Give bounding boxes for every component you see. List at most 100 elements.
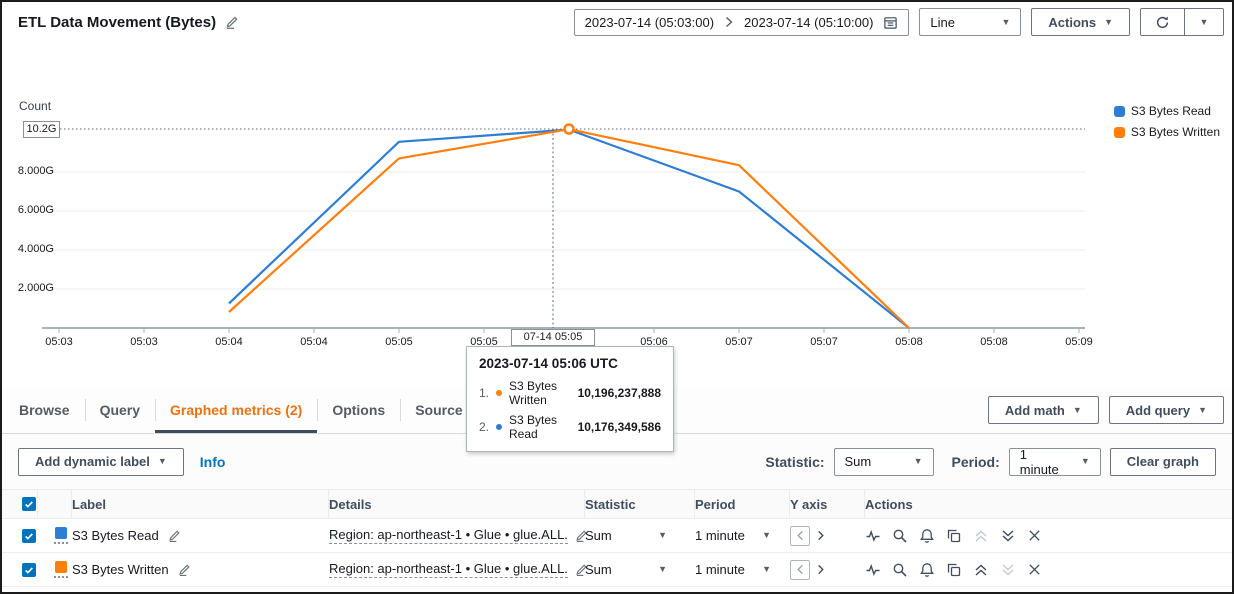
tooltip-row: 2. S3 Bytes Read 10,176,349,586 [479,413,661,441]
row-checkbox[interactable] [22,528,36,543]
row-statistic-select[interactable]: Sum ▼ [585,528,667,543]
tab-graphed-metrics[interactable]: Graphed metrics (2) [155,387,317,433]
legend-color-swatch [1113,105,1125,117]
time-range-picker[interactable]: 2023-07-14 (05:03:00) 2023-07-14 (05:10:… [573,8,910,36]
metric-details[interactable]: Region: ap-northeast-1 • Glue • glue.ALL… [329,527,568,544]
line-chart-plot[interactable] [2,42,1102,387]
tab-browse[interactable]: Browse [19,402,70,418]
column-header-details: Details [329,490,585,518]
row-checkbox[interactable] [22,562,36,577]
series-color-picker[interactable] [54,561,68,578]
graph-metric-pulse-icon[interactable] [865,562,881,578]
x-tick-label: 05:04 [300,336,328,348]
duplicate-copy-icon[interactable] [946,528,962,544]
row-period-select[interactable]: 1 minute ▼ [695,528,771,543]
refresh-icon [1155,15,1170,30]
y-axis-unit-label: Count [19,99,52,113]
add-math-button[interactable]: Add math ▼ [987,396,1099,424]
period-label: Period: [951,453,1000,470]
graph-metric-pulse-icon[interactable] [865,528,881,544]
move-down-icon [1000,562,1016,578]
column-header-period: Period [695,490,790,518]
refresh-split-button: ▼ [1140,8,1224,36]
edit-label-pencil-icon[interactable] [177,563,191,577]
edit-title-pencil-icon[interactable] [224,15,239,30]
y-tick-label: 2.000G [17,282,54,294]
x-tick-label: 05:09 [1065,336,1093,348]
x-tick-label: 05:03 [45,336,73,348]
info-link[interactable]: Info [199,453,226,470]
chevron-down-icon: ▼ [762,530,771,540]
yaxis-left-button[interactable] [790,525,810,546]
time-range-to: 2023-07-14 (05:10:00) [744,14,874,30]
add-query-button[interactable]: Add query ▼ [1108,396,1224,424]
yaxis-left-button[interactable] [790,559,810,580]
y-tick-label: 4.000G [17,243,54,255]
create-alarm-bell-icon[interactable] [919,528,935,544]
x-tick-label: 05:08 [895,336,923,348]
edit-label-pencil-icon[interactable] [167,529,181,543]
table-row-s3-bytes-read: S3 Bytes Read Region: ap-northeast-1 • G… [2,519,1232,553]
chevron-down-icon: ▼ [658,530,667,540]
legend-item-s3-bytes-read[interactable]: S3 Bytes Read [1113,104,1220,118]
chart-type-select[interactable]: Line ▼ [919,8,1022,36]
y-tick-label: 6.000G [17,204,54,216]
chevron-right-icon [724,16,734,28]
legend-item-s3-bytes-written[interactable]: S3 Bytes Written [1113,125,1220,139]
actions-button[interactable]: Actions ▼ [1031,8,1130,36]
create-alarm-bell-icon[interactable] [919,562,935,578]
chevron-down-icon: ▼ [1198,404,1207,415]
refresh-options-button[interactable]: ▼ [1185,9,1223,35]
series-color-picker[interactable] [54,527,68,544]
row-period-select[interactable]: 1 minute ▼ [695,562,771,577]
x-tick-label: 05:08 [980,336,1008,348]
tooltip-row: 1. S3 Bytes Written 10,196,237,888 [479,379,661,407]
page-title: ETL Data Movement (Bytes) [18,13,217,31]
column-header-label: Label [72,490,329,518]
period-select[interactable]: 1 minute ▼ [1008,447,1101,477]
yaxis-right-button[interactable] [815,530,826,541]
edit-details-pencil-icon[interactable] [574,529,588,543]
select-all-checkbox[interactable] [22,497,36,511]
remove-metric-close-icon[interactable] [1027,562,1042,577]
column-header-actions: Actions [865,496,913,512]
tab-source[interactable]: Source [400,387,477,433]
statistic-label: Statistic: [765,453,825,470]
move-up-icon [973,528,989,544]
table-header-row: Label Details Statistic Period Y axis Ac… [2,489,1232,519]
tab-query[interactable]: Query [84,387,155,433]
metric-details[interactable]: Region: ap-northeast-1 • Glue • glue.ALL… [329,561,568,578]
x-tick-label: 05:07 [810,336,838,348]
x-tick-label: 05:05 [385,336,413,348]
zoom-search-icon[interactable] [892,562,908,578]
yaxis-right-button[interactable] [815,564,826,575]
series-ring-icon [496,390,503,396]
statistic-select[interactable]: Sum ▼ [833,447,934,476]
chevron-down-icon: ▼ [762,564,771,574]
tooltip-timestamp: 2023-07-14 05:06 UTC [479,356,618,371]
calendar-icon [883,15,898,30]
row-statistic-select[interactable]: Sum ▼ [585,562,667,577]
duplicate-copy-icon[interactable] [946,562,962,578]
add-dynamic-label-button[interactable]: Add dynamic label ▼ [18,447,184,476]
move-up-icon[interactable] [973,562,989,578]
chevron-down-icon: ▼ [1072,404,1082,415]
move-down-icon[interactable] [1000,528,1016,544]
chevron-down-icon: ▼ [1199,16,1209,27]
column-header-yaxis: Y axis [790,490,865,518]
x-tick-label: 05:05 [470,336,498,348]
clear-graph-button[interactable]: Clear graph [1109,447,1216,476]
hover-axis-timestamp-badge: 07-14 05:05 [511,329,595,346]
remove-metric-close-icon[interactable] [1027,528,1042,543]
x-tick-label: 05:03 [130,336,158,348]
hovered-data-point [563,123,575,135]
legend-color-swatch [1113,126,1125,138]
x-tick-label: 05:04 [215,336,243,348]
edit-details-pencil-icon[interactable] [574,563,588,577]
time-range-from: 2023-07-14 (05:03:00) [584,14,715,30]
zoom-search-icon[interactable] [892,528,908,544]
refresh-button[interactable] [1141,9,1185,35]
tab-options[interactable]: Options [317,387,400,433]
y-axis-max-value-badge: 10.2G [23,121,60,138]
